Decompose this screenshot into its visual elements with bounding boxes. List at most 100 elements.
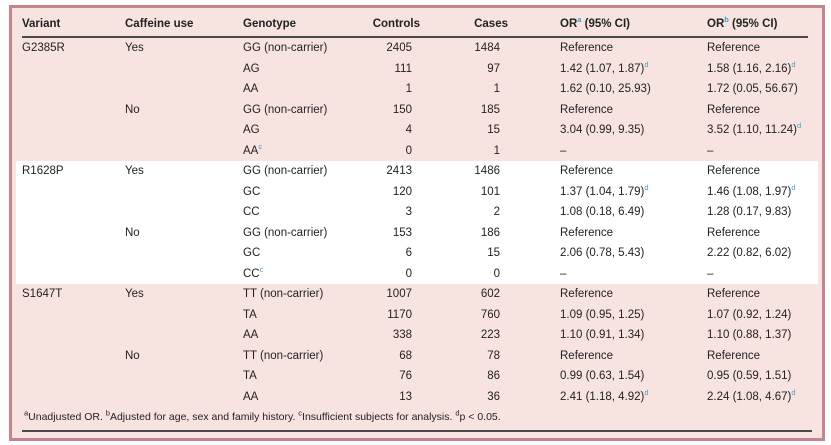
superscript-marker: b	[724, 14, 729, 24]
controls-cell: 0	[353, 264, 420, 285]
variant-cell: R1628P	[22, 161, 125, 182]
footnote-text: Insufficient subjects for analysis.	[302, 411, 456, 423]
caffeine-use-cell: Yes	[125, 37, 243, 59]
controls-cell: 6	[353, 243, 420, 264]
superscript-marker: d	[644, 59, 649, 69]
cases-cell: 1486	[420, 161, 508, 182]
variant-cell	[22, 243, 125, 264]
controls-cell-text: 338	[392, 329, 412, 342]
variant-cell	[22, 59, 125, 80]
or-unadjusted-cell: 1.10 (0.91, 1.34)	[508, 325, 707, 346]
controls-cell-text: 1007	[386, 288, 412, 301]
controls-cell: 76	[353, 366, 420, 387]
cases-cell-text: 36	[487, 390, 500, 403]
or-unadjusted-cell: 1.42 (1.07, 1.87)d	[508, 59, 707, 80]
genotype-cell-text: GG (non-carrier)	[243, 226, 328, 239]
or-unadjusted-cell: Reference	[508, 346, 707, 367]
variant-cell	[22, 366, 125, 387]
superscript-marker: d	[791, 182, 796, 192]
table-row: TA 76 86 0.99 (0.63, 1.54) 0.95 (0.59, 1.51)	[22, 366, 808, 387]
caffeine-use-cell-text: No	[125, 226, 140, 239]
genotype-cell-text: AA	[243, 390, 259, 403]
superscript-marker: d	[791, 387, 796, 397]
or-adjusted-cell-text: Reference	[707, 165, 761, 178]
header-label: Controls	[372, 17, 420, 30]
controls-cell: 0	[353, 141, 420, 162]
cases-cell: 97	[420, 59, 508, 80]
footnote-superscript: a	[24, 408, 29, 418]
or-adjusted-cell: 1.72 (0.05, 56.67)	[707, 79, 808, 100]
association-table: Variant Caffeine use Genotype Controls C…	[22, 11, 808, 407]
or-unadjusted-cell-text: 2.41 (1.18, 4.92)	[560, 390, 645, 403]
or-adjusted-cell-text: 3.52 (1.10, 11.24)	[707, 124, 797, 137]
controls-cell-text: 111	[394, 62, 412, 75]
controls-cell: 68	[353, 346, 420, 367]
or-unadjusted-cell: –	[508, 264, 707, 285]
controls-cell-text: 76	[399, 370, 412, 383]
genotype-cell-text: GG (non-carrier)	[243, 165, 328, 178]
or-unadjusted-cell-text: 1.08 (0.18, 6.49)	[560, 206, 645, 219]
or-unadjusted-cell-text: 1.10 (0.91, 1.34)	[560, 329, 645, 342]
caffeine-use-cell	[125, 79, 243, 100]
genotype-cell: TT (non-carrier)	[243, 346, 353, 367]
header-label: OR	[707, 17, 725, 30]
cases-cell-text: 223	[480, 329, 500, 342]
or-adjusted-cell-text: 1.46 (1.08, 1.97)	[707, 185, 792, 198]
or-adjusted-cell: 1.46 (1.08, 1.97)d	[707, 182, 808, 203]
genotype-cell: GG (non-carrier)	[243, 100, 353, 121]
variant-cell-text: S1647T	[22, 288, 63, 301]
header-cell-or-adjusted: ORb (95% CI)	[707, 11, 808, 38]
cases-cell-text: 1484	[474, 42, 500, 55]
genotype-cell: GC	[243, 243, 353, 264]
header-cell-variant: Variant	[22, 11, 125, 38]
table-row: R1628P Yes GG (non-carrier) 2413 1486 Referen…	[22, 161, 808, 182]
or-unadjusted-cell: 1.62 (0.10, 25.93)	[508, 79, 707, 100]
controls-cell: 111	[353, 59, 420, 80]
genotype-cell-text: GG (non-carrier)	[243, 103, 328, 116]
header-cell-controls: Controls	[353, 11, 420, 38]
controls-cell-text: 68	[399, 349, 412, 362]
header-cell-genotype: Genotype	[243, 11, 353, 38]
superscript-marker: d	[791, 59, 796, 69]
superscript-marker: a	[577, 14, 582, 24]
controls-cell: 13	[353, 387, 420, 408]
or-unadjusted-cell-text: 0.99 (0.63, 1.54)	[560, 370, 645, 383]
or-adjusted-cell: 2.22 (0.82, 6.02)	[707, 243, 808, 264]
cases-cell-text: 1486	[474, 165, 500, 178]
genotype-cell: AG	[243, 59, 353, 80]
genotype-cell: GG (non-carrier)	[243, 223, 353, 244]
or-adjusted-cell-text: 1.58 (1.16, 2.16)	[707, 62, 792, 75]
controls-cell: 150	[353, 100, 420, 121]
header-label: Cases	[474, 17, 508, 30]
variant-cell	[22, 346, 125, 367]
or-unadjusted-cell: Reference	[508, 37, 707, 59]
genotype-cell: GC	[243, 182, 353, 203]
variant-cell: G2385R	[22, 37, 125, 59]
or-adjusted-cell: 0.95 (0.59, 1.51)	[707, 366, 808, 387]
genotype-cell-text: GG (non-carrier)	[243, 42, 328, 55]
variant-cell-text: G2385R	[22, 42, 65, 55]
cases-cell: 1	[420, 79, 508, 100]
header-cell-cases: Cases	[420, 11, 508, 38]
table-row: AA 13 36 2.41 (1.18, 4.92)d 2.24 (1.08, 4.67…	[22, 387, 808, 408]
or-unadjusted-cell-text: 1.09 (0.95, 1.25)	[560, 308, 645, 321]
genotype-cell-text: CC	[243, 206, 260, 219]
or-unadjusted-cell-text: Reference	[560, 42, 614, 55]
cases-cell-text: 185	[480, 103, 500, 116]
caffeine-use-cell: No	[125, 223, 243, 244]
superscript-marker: d	[644, 182, 649, 192]
cases-cell: 101	[420, 182, 508, 203]
or-adjusted-cell: Reference	[707, 346, 808, 367]
controls-cell-text: 1170	[387, 308, 412, 321]
genotype-cell: AAc	[243, 141, 353, 162]
or-unadjusted-cell: 1.08 (0.18, 6.49)	[508, 202, 707, 223]
table-row: AG 4 15 3.04 (0.99, 9.35) 3.52 (1.10, 11.24)…	[22, 120, 808, 141]
table-row: No TT (non-carrier) 68 78 Reference Reference	[22, 346, 808, 367]
table-row: AA 338 223 1.10 (0.91, 1.34) 1.10 (0.88, 1.3…	[22, 325, 808, 346]
cases-cell: 760	[420, 305, 508, 326]
caffeine-use-cell-text: No	[125, 103, 140, 116]
cases-cell-text: 1	[493, 144, 500, 157]
or-unadjusted-cell: 1.09 (0.95, 1.25)	[508, 305, 707, 326]
superscript-marker: d	[644, 387, 649, 397]
genotype-cell: CC	[243, 202, 353, 223]
